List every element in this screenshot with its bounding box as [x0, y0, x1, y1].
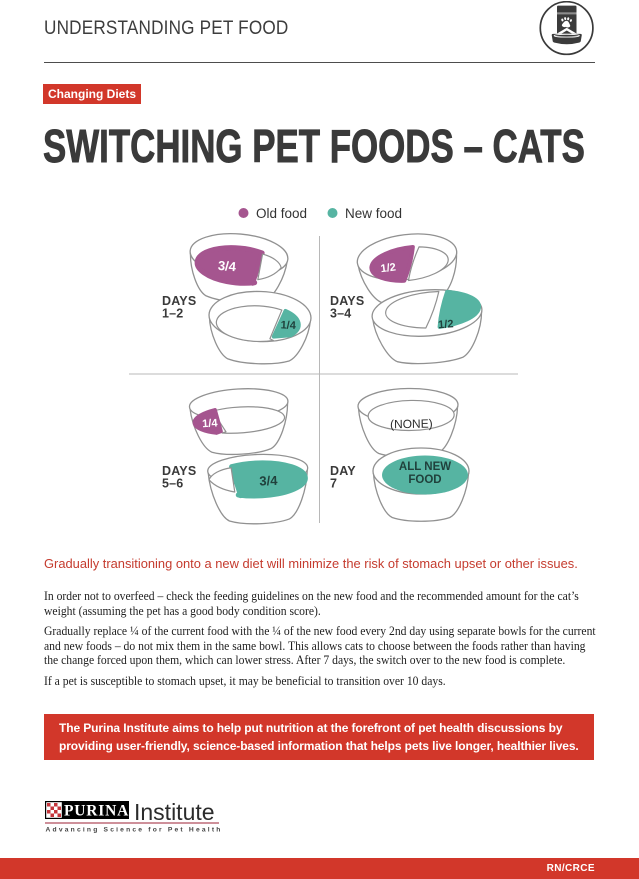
svg-text:7: 7 — [330, 477, 337, 491]
svg-text:DAYS: DAYS — [330, 294, 364, 308]
svg-text:5–6: 5–6 — [162, 477, 183, 491]
svg-text:1/2: 1/2 — [438, 318, 454, 331]
svg-text:1/4: 1/4 — [202, 417, 219, 430]
svg-text:Old food: Old food — [256, 206, 307, 221]
svg-text:1–2: 1–2 — [162, 307, 183, 321]
svg-text:3–4: 3–4 — [330, 307, 351, 321]
svg-text:DAYS: DAYS — [162, 464, 196, 478]
svg-text:1/2: 1/2 — [380, 261, 397, 275]
svg-text:DAYS: DAYS — [162, 294, 196, 308]
svg-text:3/4: 3/4 — [217, 258, 237, 275]
svg-text:1/4: 1/4 — [280, 319, 297, 332]
svg-text:DAY: DAY — [330, 464, 356, 478]
svg-text:3/4: 3/4 — [259, 473, 278, 489]
svg-text:ALL NEW: ALL NEW — [399, 461, 451, 473]
svg-text:Advancing Science for Pet Heal: Advancing Science for Pet Health — [46, 827, 223, 834]
svg-text:(NONE): (NONE) — [390, 417, 433, 432]
svg-text:FOOD: FOOD — [408, 474, 441, 486]
svg-text:New food: New food — [345, 206, 402, 221]
svg-text:Institute: Institute — [134, 801, 215, 825]
svg-text:PURINA: PURINA — [64, 803, 129, 820]
